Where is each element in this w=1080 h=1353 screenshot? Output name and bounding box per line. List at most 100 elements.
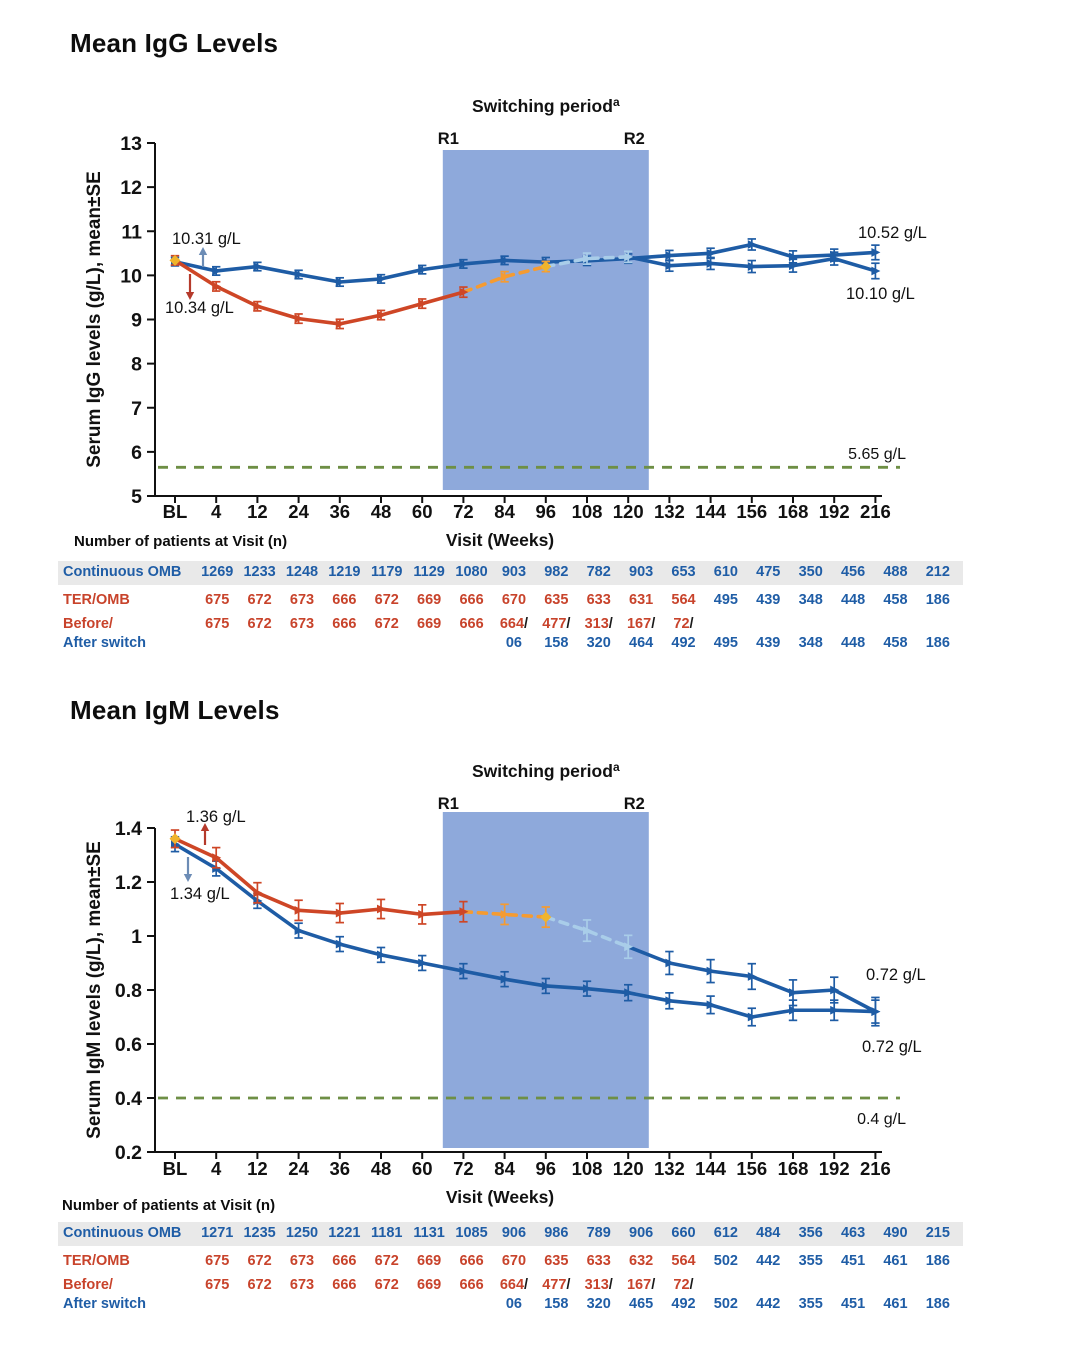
marker — [253, 301, 263, 311]
patients-cell: 903 — [501, 564, 527, 581]
patients-cell: 672 — [247, 591, 272, 608]
patients-cell: 673 — [289, 1252, 315, 1269]
patients-cell: 660 — [671, 1225, 696, 1242]
patients-cell: 350 — [798, 564, 823, 581]
igm-chart-title: Mean IgM Levels — [70, 695, 280, 725]
patients-cell: 669 — [417, 615, 442, 632]
x-tick-label: 60 — [412, 1158, 433, 1179]
patients-cell: 348 — [798, 591, 823, 608]
patients-cell: 903 — [629, 564, 654, 581]
arrowhead — [183, 874, 193, 882]
patients-cell: 186 — [925, 634, 950, 651]
patients-cell: 348 — [798, 634, 823, 651]
igg-chart: Switching perioda R1 R2 13 12 11 10 9 8 7 6 5 Serum … — [84, 95, 927, 550]
patients-cell: 215 — [925, 1225, 950, 1242]
series-ter-omb-switch — [169, 829, 881, 1027]
x-tick-label: 216 — [860, 1158, 891, 1179]
y-tick-label: 12 — [120, 177, 142, 199]
patients-cell: 669 — [417, 1276, 442, 1293]
patients-cell: 458 — [883, 634, 908, 651]
patients-cell: 666 — [332, 615, 357, 632]
arrowhead — [200, 823, 210, 831]
patients-cell: 492 — [671, 1295, 696, 1312]
patients-cell: 484 — [756, 1225, 781, 1242]
marker — [541, 981, 551, 991]
y-tick-label: 0.6 — [115, 1034, 142, 1056]
igg-chart-title: Mean IgG Levels — [70, 28, 279, 58]
patients-cell: 564 — [671, 591, 696, 608]
patients-row: After switch 06 158 320 465 492 502 442 355 451 46… — [58, 1295, 963, 1314]
y-tick-label: 9 — [131, 310, 142, 332]
patients-row-label: Before/ — [63, 1276, 113, 1293]
patients-cell: 439 — [756, 591, 781, 608]
marker — [789, 261, 798, 271]
x-tick-label: 192 — [819, 501, 850, 522]
marker — [335, 319, 345, 329]
y-tick-label: 0.8 — [115, 980, 142, 1002]
patients-row: Continuous OMB 1271 1235 1250 1221 1181 1131 10… — [58, 1222, 963, 1246]
x-tick-label: 12 — [247, 501, 268, 522]
marker — [789, 988, 798, 998]
marker — [418, 958, 428, 968]
x-tick-label: 132 — [654, 1158, 685, 1179]
patients-cell: 439 — [756, 634, 781, 651]
patients-row-label: Before/ — [63, 615, 113, 632]
marker — [418, 265, 428, 275]
x-tick-label: 96 — [536, 501, 557, 522]
patients-cell: 1271 — [201, 1225, 234, 1242]
marker — [335, 908, 345, 918]
marker — [830, 254, 840, 264]
x-axis: BL 4 12 24 36 48 60 72 84 96 108 120 132 144 156 168 192… — [155, 1151, 891, 1179]
y-tick-label: 7 — [131, 398, 142, 420]
marker — [706, 259, 716, 268]
x-tick-label: BL — [163, 501, 188, 522]
patients-cell: 666 — [459, 591, 484, 608]
marker — [500, 272, 510, 282]
patients-cell: 06 — [505, 634, 522, 651]
x-tick-label: 12 — [247, 1158, 268, 1179]
patients-cell: 666 — [332, 591, 357, 608]
marker — [459, 287, 469, 297]
r1-label: R1 — [438, 795, 459, 813]
patients-cell: 669 — [417, 1252, 442, 1269]
marker-diamond — [169, 833, 181, 845]
patients-cell: 448 — [840, 591, 866, 608]
value-annotation: 10.34 g/L — [165, 299, 234, 317]
marker — [459, 907, 469, 917]
marker — [253, 888, 263, 898]
y-axis: 1.4 1.2 1 0.8 0.6 0.4 0.2 — [115, 818, 156, 1164]
marker — [706, 1000, 716, 1010]
patients-cell: 672 — [374, 1276, 399, 1293]
patients-cell: 610 — [713, 564, 738, 581]
marker — [665, 996, 675, 1006]
x-tick-label: 144 — [695, 1158, 727, 1179]
patients-cell: 313/ — [584, 615, 613, 632]
down-arrow — [183, 857, 193, 882]
marker — [665, 958, 675, 968]
patients-cell: 451 — [840, 1252, 866, 1269]
patients-cell: 492 — [671, 634, 696, 651]
patients-cell: 461 — [883, 1295, 908, 1312]
y-tick-label: 6 — [131, 442, 142, 464]
x-tick-label: 60 — [412, 501, 433, 522]
series-line — [543, 255, 631, 269]
marker — [377, 274, 386, 284]
marker — [294, 905, 304, 915]
series-line — [173, 842, 878, 1019]
patients-cell: 664/ — [499, 615, 529, 632]
patients-cell: 477/ — [542, 615, 571, 632]
patients-cell: 666 — [332, 1252, 357, 1269]
y-tick-label: 0.2 — [115, 1142, 142, 1164]
x-axis-title: Visit (Weeks) — [446, 530, 554, 550]
patients-cell: 666 — [332, 1276, 357, 1293]
x-tick-label: 24 — [288, 1158, 309, 1179]
patients-row: Before/675 672 673 666 672 669 666 664/477/313/… — [58, 1276, 963, 1295]
patients-row: Before/675 672 673 666 672 669 666 664/477/313/… — [58, 615, 963, 634]
patients-cell: 488 — [883, 564, 908, 581]
marker — [830, 985, 840, 995]
patients-cell: 1131 — [413, 1225, 445, 1242]
marker — [335, 939, 345, 949]
marker — [377, 310, 386, 320]
patients-cell: 1085 — [455, 1225, 488, 1242]
patients-cell: 451 — [840, 1295, 866, 1312]
